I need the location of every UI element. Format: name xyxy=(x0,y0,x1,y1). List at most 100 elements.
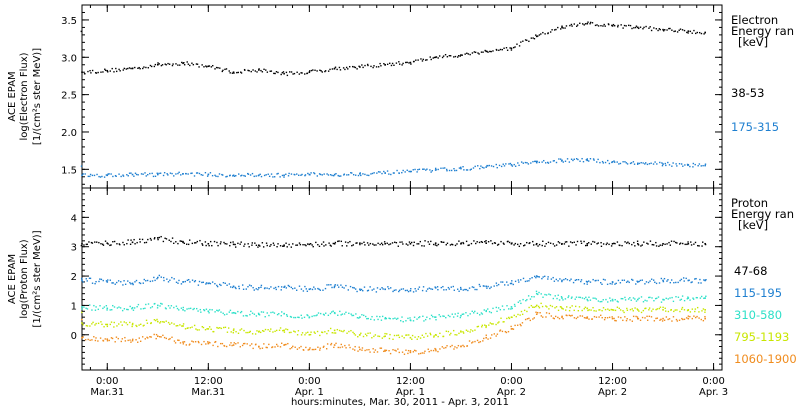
data-point xyxy=(588,309,590,311)
data-point xyxy=(240,72,243,74)
data-point xyxy=(413,316,416,318)
data-point xyxy=(292,345,294,348)
data-point xyxy=(334,284,336,286)
data-point xyxy=(506,317,508,320)
data-point xyxy=(434,167,437,170)
data-point xyxy=(663,319,666,321)
data-point xyxy=(333,242,336,245)
data-point xyxy=(474,288,476,291)
data-point xyxy=(393,334,396,337)
data-point xyxy=(585,317,587,319)
data-point xyxy=(135,173,138,176)
data-point xyxy=(689,30,692,33)
data-point xyxy=(535,290,538,293)
data-point xyxy=(203,340,205,343)
data-point xyxy=(448,54,451,57)
data-point xyxy=(555,306,558,308)
data-point xyxy=(592,278,594,281)
data-point xyxy=(94,324,96,326)
data-point xyxy=(640,245,642,247)
data-point xyxy=(552,297,555,300)
data-point xyxy=(617,301,619,303)
data-point xyxy=(519,314,521,316)
data-point xyxy=(580,240,582,242)
data-point xyxy=(699,297,702,299)
data-point xyxy=(345,66,348,69)
data-point xyxy=(611,298,614,301)
data-point xyxy=(400,320,402,322)
data-point xyxy=(230,331,232,333)
data-point xyxy=(583,308,586,310)
data-point xyxy=(608,23,610,26)
data-point xyxy=(276,313,279,316)
data-point xyxy=(481,324,484,327)
data-point xyxy=(240,310,243,313)
data-point xyxy=(224,282,226,285)
data-point xyxy=(249,313,251,316)
data-point xyxy=(240,241,242,243)
data-point xyxy=(418,168,421,170)
data-point xyxy=(169,323,171,325)
data-point xyxy=(305,244,307,247)
data-point xyxy=(418,286,421,288)
data-point xyxy=(622,27,624,29)
data-point xyxy=(331,174,333,177)
data-point xyxy=(120,281,122,283)
data-point xyxy=(398,61,400,63)
data-point xyxy=(165,320,167,322)
data-point xyxy=(614,309,617,312)
data-point xyxy=(542,240,544,242)
data-point xyxy=(446,56,449,58)
data-point xyxy=(649,296,651,299)
data-point xyxy=(361,347,364,349)
data-point xyxy=(434,287,437,289)
data-point xyxy=(346,174,348,176)
data-point xyxy=(401,335,403,337)
data-point xyxy=(519,323,521,326)
data-point xyxy=(111,67,113,70)
data-point xyxy=(515,315,517,318)
data-point xyxy=(560,28,562,30)
data-point xyxy=(562,317,564,320)
data-point xyxy=(460,288,462,291)
data-point xyxy=(241,174,243,177)
data-point xyxy=(182,240,184,243)
data-point xyxy=(143,66,145,68)
data-point xyxy=(85,243,88,246)
data-point xyxy=(344,344,346,347)
data-series xyxy=(80,235,707,248)
data-point xyxy=(671,320,673,322)
data-point xyxy=(171,237,174,239)
data-point xyxy=(141,238,144,241)
data-point xyxy=(660,277,663,280)
data-point xyxy=(445,316,447,319)
data-point xyxy=(151,306,154,308)
data-point xyxy=(218,173,221,175)
data-point xyxy=(694,278,696,280)
data-point xyxy=(276,173,278,175)
data-point xyxy=(367,64,369,67)
data-point xyxy=(232,243,235,246)
data-point xyxy=(285,242,287,244)
data-point xyxy=(686,243,688,246)
data-point xyxy=(685,277,687,280)
data-point xyxy=(133,175,135,177)
data-point xyxy=(698,317,700,319)
data-point xyxy=(576,25,578,27)
data-point xyxy=(525,299,527,302)
data-point xyxy=(380,242,383,244)
data-point xyxy=(472,330,474,332)
data-point xyxy=(541,277,543,280)
data-point xyxy=(633,27,635,29)
data-point xyxy=(541,161,543,163)
data-point xyxy=(381,286,383,289)
data-point xyxy=(695,277,697,280)
data-point xyxy=(398,351,400,354)
data-point xyxy=(687,297,690,299)
data-point xyxy=(371,172,374,175)
data-point xyxy=(568,295,570,297)
data-point xyxy=(609,282,611,285)
data-point xyxy=(423,320,425,322)
data-point xyxy=(510,49,513,51)
data-point xyxy=(346,332,348,334)
